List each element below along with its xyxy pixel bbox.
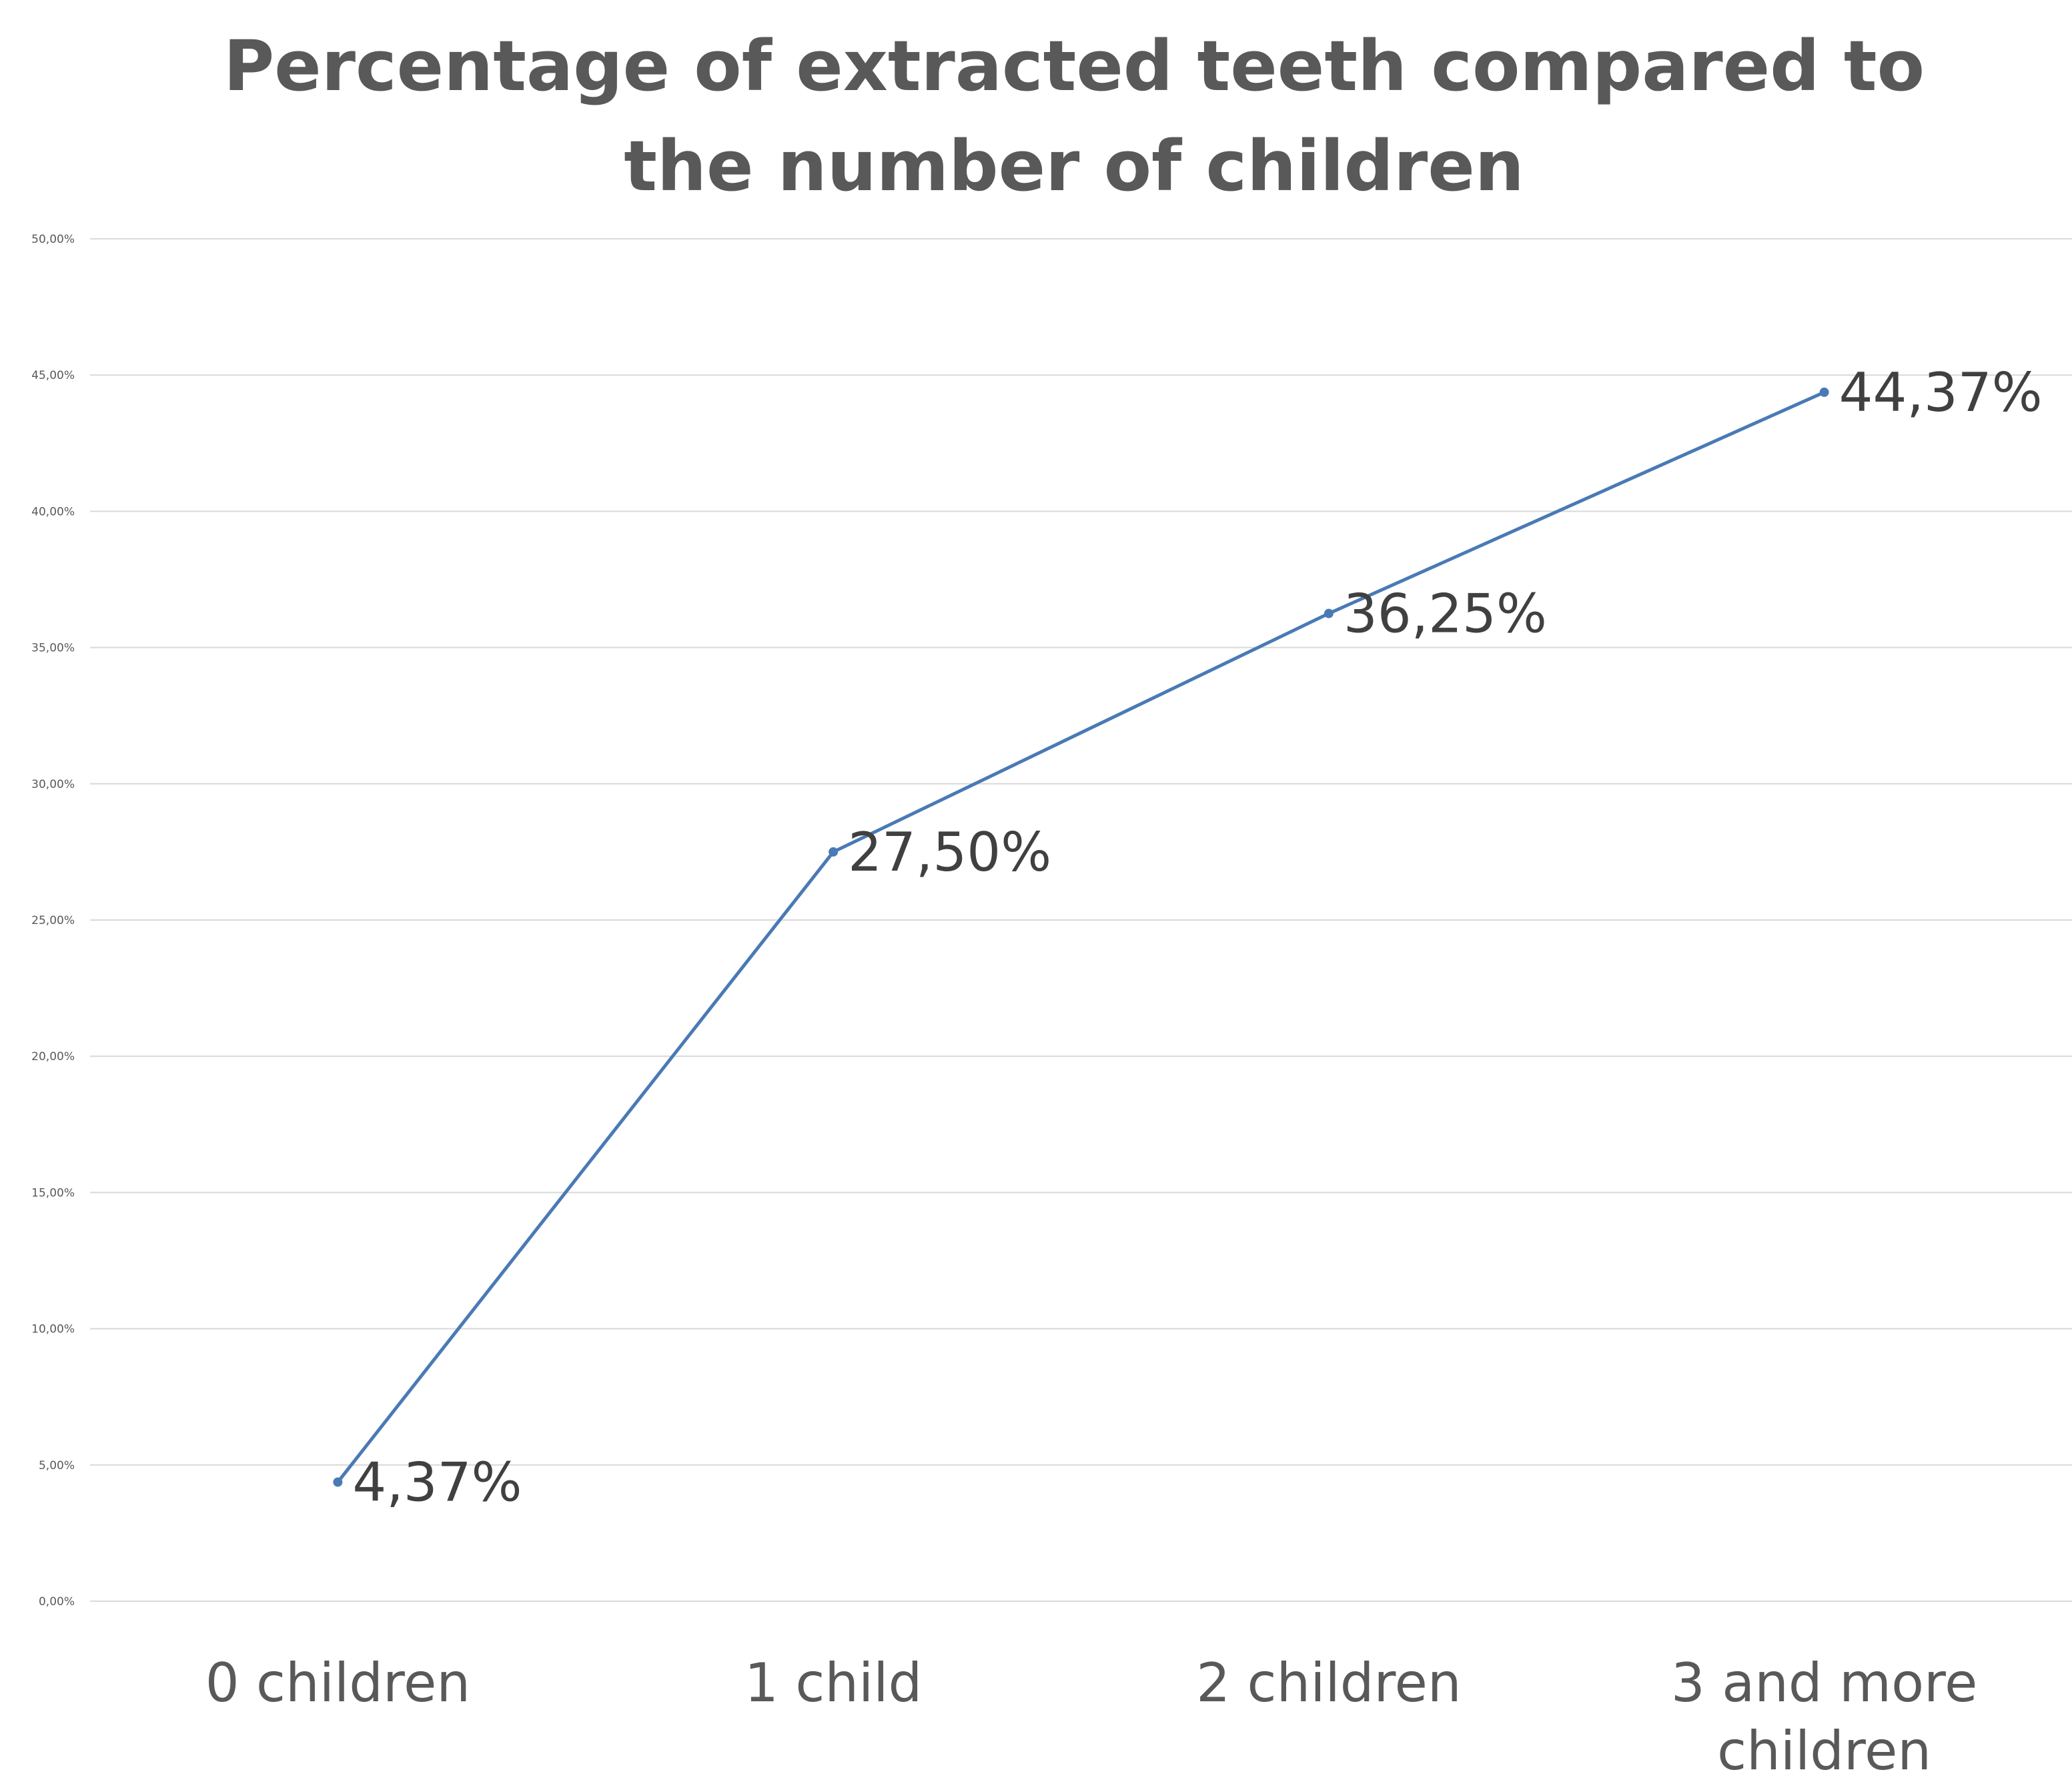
x-category-label: 3 and more children	[1671, 1652, 1978, 1782]
y-tick-label: 30,00%	[31, 778, 75, 791]
data-point	[333, 1477, 343, 1487]
gridlines	[90, 238, 2072, 1602]
y-tick-label: 35,00%	[31, 642, 75, 655]
data-label: 27,50%	[848, 821, 1051, 883]
data-points	[333, 387, 1829, 1487]
y-tick-label: 45,00%	[31, 369, 75, 382]
y-tick-label: 40,00%	[31, 505, 75, 518]
y-tick-label: 10,00%	[31, 1323, 75, 1336]
y-tick-label: 25,00%	[31, 914, 75, 927]
data-labels: 4,37% 27,50% 36,25% 44,37%	[352, 362, 2042, 1514]
series-line-layer	[336, 390, 1827, 1484]
x-axis-category-labels: 0 children 1 child 2 children 3 and more chi…	[205, 1652, 1978, 1782]
data-point	[1324, 608, 1334, 618]
data-label: 44,37%	[1839, 362, 2043, 424]
x-category-label: 1 child	[744, 1652, 922, 1714]
data-point	[829, 847, 839, 857]
chart-title: Percentage of extracted teeth compared t…	[223, 25, 1925, 207]
y-tick-label: 20,00%	[31, 1050, 75, 1063]
y-tick-label: 5,00%	[39, 1459, 75, 1472]
series-line	[336, 390, 1827, 1484]
y-tick-label: 0,00%	[39, 1595, 75, 1609]
x-category-label: 2 children	[1196, 1652, 1461, 1714]
data-label: 4,37%	[352, 1452, 522, 1514]
y-axis-tick-labels: 0,00% 5,00% 10,00% 15,00% 20,00% 25,00% 30,00%…	[31, 233, 75, 1609]
y-tick-label: 50,00%	[31, 233, 75, 246]
y-tick-label: 15,00%	[31, 1186, 75, 1200]
x-category-label: 0 children	[205, 1652, 470, 1714]
data-point	[1819, 387, 1829, 397]
data-label: 36,25%	[1344, 583, 1547, 645]
